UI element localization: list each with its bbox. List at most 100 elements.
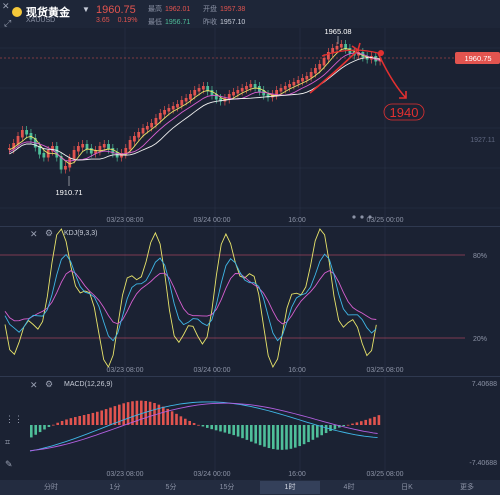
candle-body: [279, 88, 283, 92]
macd-bar: [250, 425, 253, 442]
macd-bar: [307, 425, 310, 443]
candle-body: [184, 98, 188, 102]
gear-icon[interactable]: ⚙: [45, 228, 54, 238]
close-icon[interactable]: ✕: [30, 380, 38, 390]
tab-1min[interactable]: 1分: [109, 484, 121, 491]
drawing-tools-icon[interactable]: ⋮⋮: [5, 414, 23, 424]
macd-bar: [263, 425, 266, 447]
macd-bar: [351, 423, 354, 425]
candle-body: [240, 88, 244, 92]
macd-bar: [360, 421, 363, 425]
chevron-down-icon[interactable]: ▼: [82, 5, 90, 14]
drawn-down-arrow: [377, 52, 407, 99]
macd-bar: [65, 419, 68, 425]
candle-body: [94, 150, 98, 154]
ma-line-long: [9, 57, 381, 161]
macd-bar: [280, 425, 284, 450]
candle-body: [51, 146, 54, 152]
macd-bar: [333, 425, 337, 430]
tab-5min[interactable]: 5分: [165, 484, 177, 491]
kdj-level-low: 20%: [473, 336, 487, 343]
macd-bar: [214, 425, 218, 431]
macd-bar: [285, 425, 288, 450]
price-axis-label: 1927.11: [470, 137, 495, 144]
macd-bar: [192, 423, 196, 425]
close-icon[interactable]: ✕: [30, 229, 38, 239]
candle-body: [150, 123, 154, 128]
main-candlestick-chart[interactable]: 1960.75 1965.08 1910.71 1927.11 1940 03/…: [0, 28, 500, 226]
tab-15min[interactable]: 15分: [219, 484, 235, 491]
ma-line-short: [9, 48, 381, 165]
macd-bar: [355, 422, 359, 425]
macd-bar: [210, 425, 213, 430]
macd-chart[interactable]: 7.40688 -7.40688 03/23 08:00 03/24 00:00…: [0, 377, 500, 480]
macd-axis-top: 7.40688: [472, 381, 497, 388]
macd-bar: [206, 425, 209, 428]
tab-daily[interactable]: 日K: [401, 484, 413, 491]
candle-body: [20, 130, 24, 138]
macd-axis-bottom: -7.40688: [469, 460, 497, 467]
macd-bar: [104, 409, 108, 425]
candle-body: [322, 58, 326, 66]
macd-dea-line: [29, 402, 378, 452]
macd-bar: [254, 425, 257, 444]
ruler-icon[interactable]: ⌗: [5, 437, 11, 447]
kdj-title: KDJ(9,3,3): [64, 230, 98, 237]
kdj-level-high: 80%: [473, 253, 487, 260]
candle-body: [301, 78, 304, 82]
candle-body: [305, 76, 309, 80]
pagination-dots[interactable]: [352, 215, 372, 219]
macd-bar: [197, 424, 200, 426]
candle-body: [16, 136, 20, 145]
drawn-up-arrow: [309, 49, 359, 94]
candle-body: [163, 110, 166, 115]
current-price-tag: 1960.75: [464, 54, 491, 63]
candle-body: [374, 56, 378, 62]
candle-body: [318, 64, 322, 70]
candle-body: [167, 108, 171, 112]
tab-1hour[interactable]: 1时: [260, 481, 320, 494]
tab-4hour[interactable]: 4时: [343, 484, 355, 491]
candle-body: [102, 144, 106, 148]
close-icon[interactable]: ✕: [2, 1, 10, 11]
candle-body: [89, 148, 93, 154]
candle-body: [128, 140, 132, 150]
tab-more[interactable]: 更多: [460, 484, 474, 491]
pencil-icon[interactable]: ✎: [5, 459, 13, 469]
macd-bar: [60, 420, 64, 425]
candle-body: [314, 68, 317, 74]
macd-bar: [30, 425, 33, 438]
high-annotation-bg: [321, 28, 355, 36]
candle-body: [201, 86, 205, 90]
symbol-name[interactable]: 现货黄金: [26, 7, 70, 19]
candle-body: [8, 148, 11, 150]
macd-bar: [96, 411, 99, 425]
time-label: 03/23 08:00: [107, 217, 144, 224]
high-annotation: 1965.08: [324, 28, 351, 36]
candle-body: [232, 92, 235, 96]
candle-body: [219, 98, 223, 102]
macd-bar: [74, 417, 77, 425]
macd-bar: [201, 425, 205, 427]
time-label: 03/23 08:00: [107, 471, 144, 478]
expand-diagonal-icon[interactable]: ⤢: [4, 18, 12, 28]
tab-timeshare[interactable]: 分时: [44, 484, 58, 491]
macd-bar: [368, 418, 372, 425]
candle-body: [288, 84, 291, 88]
macd-bar: [118, 404, 121, 425]
candle-body: [76, 146, 80, 152]
candle-body: [107, 144, 110, 150]
gear-icon[interactable]: ⚙: [45, 379, 54, 389]
kdj-chart[interactable]: 80% 20% 03/23 08:00 03/24 00:00 16:00 03…: [0, 227, 500, 375]
kdj-k-line: [4, 253, 377, 342]
candle-body: [111, 148, 115, 154]
candle-body: [38, 146, 41, 155]
macd-bar: [52, 424, 55, 426]
change-percent: 0.19%: [117, 17, 138, 24]
price-change: 3.65 0.19%: [96, 17, 137, 24]
time-label: 03/24 00:00: [194, 217, 231, 224]
macd-bar: [364, 419, 367, 425]
macd-bar: [43, 425, 46, 430]
macd-bar: [144, 400, 147, 425]
candle-body: [72, 150, 76, 160]
